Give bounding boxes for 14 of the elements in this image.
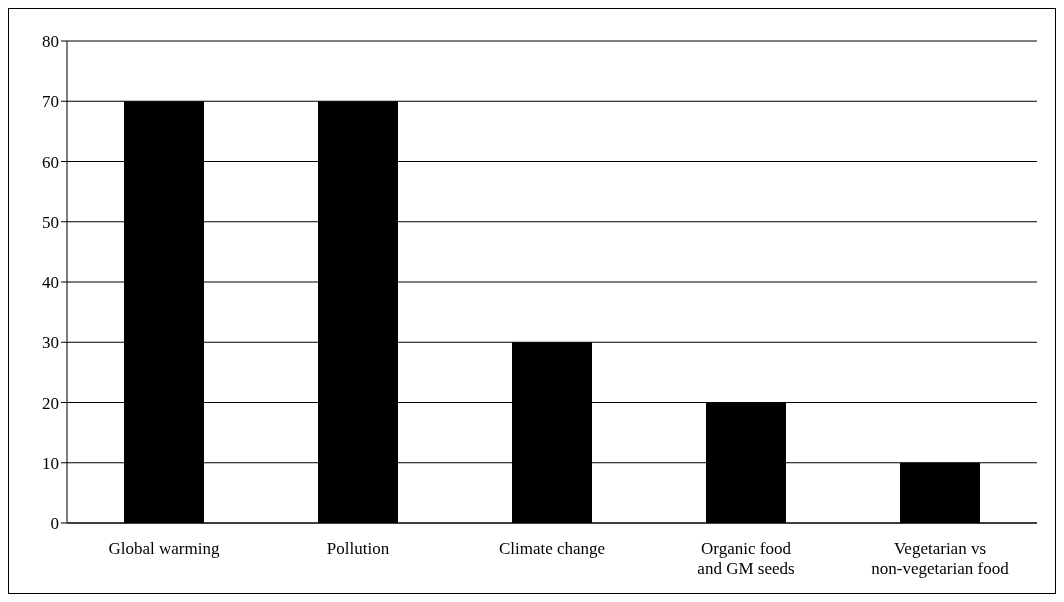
- x-tick-label: Organic food and GM seeds: [697, 539, 795, 578]
- y-tick-label: 70: [42, 92, 59, 112]
- y-tick-label: 30: [42, 333, 59, 353]
- x-tick-label: Vegetarian vs non-vegetarian food: [871, 539, 1010, 578]
- y-tick-label: 50: [42, 212, 59, 232]
- y-tick-label: 40: [42, 273, 59, 293]
- y-tick-label: 80: [42, 32, 59, 52]
- x-tick-label: Pollution: [326, 539, 390, 559]
- x-tick-label: Global warming: [108, 539, 220, 559]
- x-tick-label: Climate change: [498, 539, 606, 559]
- y-tick-label: 60: [42, 152, 59, 172]
- y-tick-label: 20: [42, 393, 59, 413]
- y-tick-label: 10: [42, 453, 59, 473]
- y-tick-label: 0: [50, 514, 59, 534]
